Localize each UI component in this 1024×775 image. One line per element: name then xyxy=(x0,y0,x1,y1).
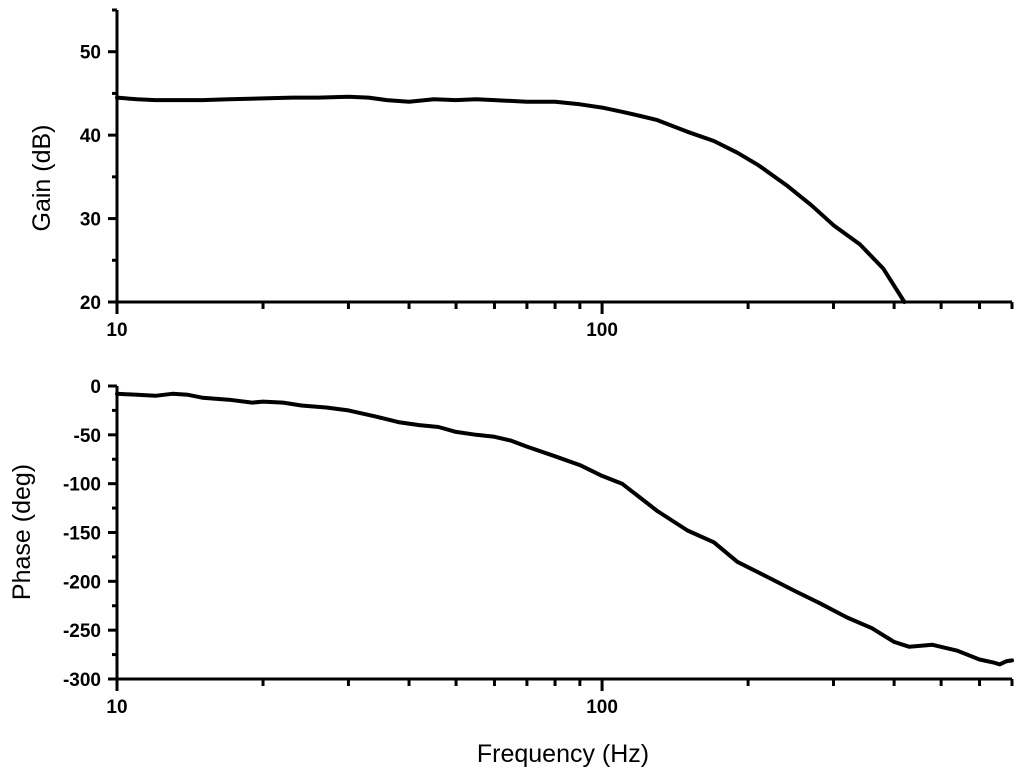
gain-series-line xyxy=(115,94,907,304)
phase-y-tick-label: 0 xyxy=(90,377,101,398)
gain-y-tick-label: 50 xyxy=(80,43,101,64)
gain-y-tick-label: 30 xyxy=(80,210,101,231)
phase-y-tick-label: -200 xyxy=(63,572,101,593)
phase-axis-title: Phase (deg) xyxy=(8,464,36,600)
gain-axis-title: Gain (dB) xyxy=(28,125,56,232)
phase-x-tick-label: 100 xyxy=(586,697,618,718)
phase-series-line xyxy=(115,391,1014,667)
gain-x-tick-label: 10 xyxy=(106,320,127,341)
gain-x-tick-label: 100 xyxy=(586,320,618,341)
phase-panel: 10 100 0 -50 -100 -150 -200 -250 -300 xyxy=(63,377,1014,718)
frequency-axis-title: Frequency (Hz) xyxy=(477,740,649,768)
gain-y-tick-label: 40 xyxy=(80,126,101,147)
gain-panel: 10 100 20 30 40 50 xyxy=(80,8,1014,341)
phase-y-tick-label: -50 xyxy=(74,426,101,447)
phase-y-tick-label: -150 xyxy=(63,524,101,545)
gain-y-tick-label: 20 xyxy=(80,293,101,314)
phase-x-tick-label: 10 xyxy=(106,697,127,718)
phase-y-tick-label: -300 xyxy=(63,670,101,691)
phase-y-tick-label: -100 xyxy=(63,475,101,496)
phase-y-tick-label: -250 xyxy=(63,621,101,642)
